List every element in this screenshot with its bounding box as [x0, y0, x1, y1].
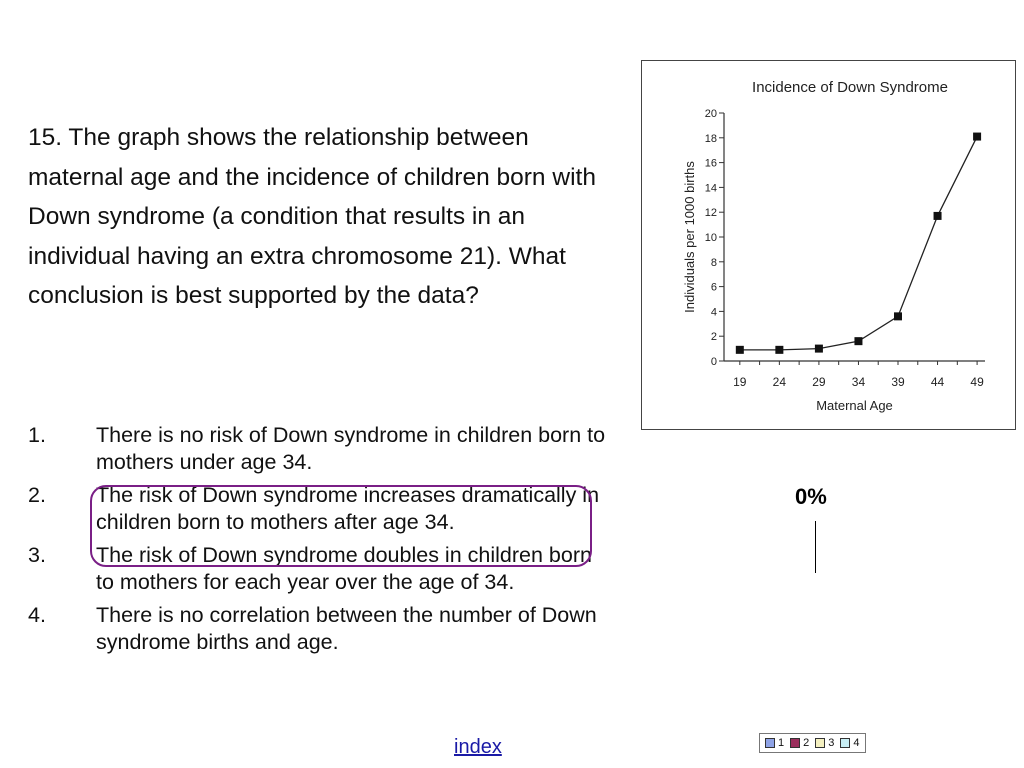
legend-swatch	[790, 738, 801, 748]
y-tick-label: 18	[705, 133, 717, 145]
x-axis-label: Maternal Age	[816, 398, 893, 413]
y-tick-label: 20	[705, 108, 717, 120]
x-tick-label: 34	[852, 375, 866, 389]
question-text: 15. The graph shows the relationship bet…	[28, 124, 596, 309]
y-axis-label: Individuals per 1000 births	[682, 161, 697, 313]
data-point	[854, 337, 863, 346]
legend-swatch	[840, 738, 851, 748]
legend-item-4: 4	[840, 737, 860, 749]
x-tick-label: 39	[891, 375, 905, 389]
answer-option-3[interactable]: 3. The risk of Down syndrome doubles in …	[28, 542, 608, 596]
legend-label: 2	[803, 737, 810, 749]
y-tick-label: 10	[705, 232, 717, 244]
x-tick-label: 29	[812, 375, 826, 389]
legend-swatch	[815, 738, 826, 748]
x-tick-label: 44	[931, 375, 945, 389]
legend-label: 3	[828, 737, 835, 749]
legend-swatch	[765, 738, 775, 748]
x-tick-label: 19	[733, 375, 747, 389]
data-point	[814, 344, 823, 353]
data-point	[894, 312, 902, 321]
legend-item-2: 2	[790, 737, 809, 749]
answer-option-1[interactable]: 1. There is no risk of Down syndrome in …	[28, 422, 608, 476]
response-legend: 1 2 3 4	[759, 733, 866, 753]
y-tick-label: 4	[711, 306, 717, 318]
answer-number: 4.	[28, 603, 46, 627]
legend-item-1: 1	[765, 737, 784, 749]
x-tick-label: 49	[970, 375, 984, 389]
answer-text: The risk of Down syndrome increases dram…	[96, 483, 600, 534]
y-tick-label: 8	[711, 257, 717, 269]
response-bar	[815, 521, 816, 573]
answer-option-4[interactable]: 4. There is no correlation between the n…	[28, 602, 608, 656]
y-tick-label: 12	[705, 207, 717, 219]
legend-item-3: 3	[815, 737, 834, 749]
answer-option-2[interactable]: 2. The risk of Down syndrome increases d…	[28, 482, 608, 536]
data-point	[973, 132, 982, 141]
answer-number: 1.	[28, 423, 46, 447]
chart-svg: Incidence of Down Syndrome02468101214161…	[682, 79, 985, 413]
data-point	[735, 345, 744, 354]
answer-number: 2.	[28, 483, 46, 507]
response-percent: 0%	[795, 484, 827, 509]
legend-label: 4	[853, 737, 860, 749]
answer-text: There is no correlation between the numb…	[96, 603, 597, 654]
y-tick-label: 6	[711, 282, 717, 294]
y-tick-label: 16	[705, 158, 717, 170]
data-point	[775, 345, 784, 354]
series-line	[739, 136, 978, 351]
correct-answer-highlight	[90, 485, 592, 567]
y-tick-label: 2	[711, 331, 717, 343]
legend-label: 1	[778, 737, 785, 749]
y-tick-label: 14	[705, 182, 717, 194]
answer-list: 1. There is no risk of Down syndrome in …	[28, 422, 608, 662]
index-link[interactable]: index	[454, 736, 502, 758]
answer-text: There is no risk of Down syndrome in chi…	[96, 423, 606, 474]
x-tick-label: 24	[773, 375, 787, 389]
chart-title: Incidence of Down Syndrome	[752, 79, 948, 96]
down-syndrome-chart: Incidence of Down Syndrome 0 2 4 6 8 10 12 14 16 1…	[641, 60, 1016, 430]
data-point	[933, 211, 942, 220]
y-tick-label: 0	[711, 356, 717, 368]
answer-text: The risk of Down syndrome doubles in chi…	[96, 543, 592, 594]
answer-number: 3.	[28, 543, 46, 567]
